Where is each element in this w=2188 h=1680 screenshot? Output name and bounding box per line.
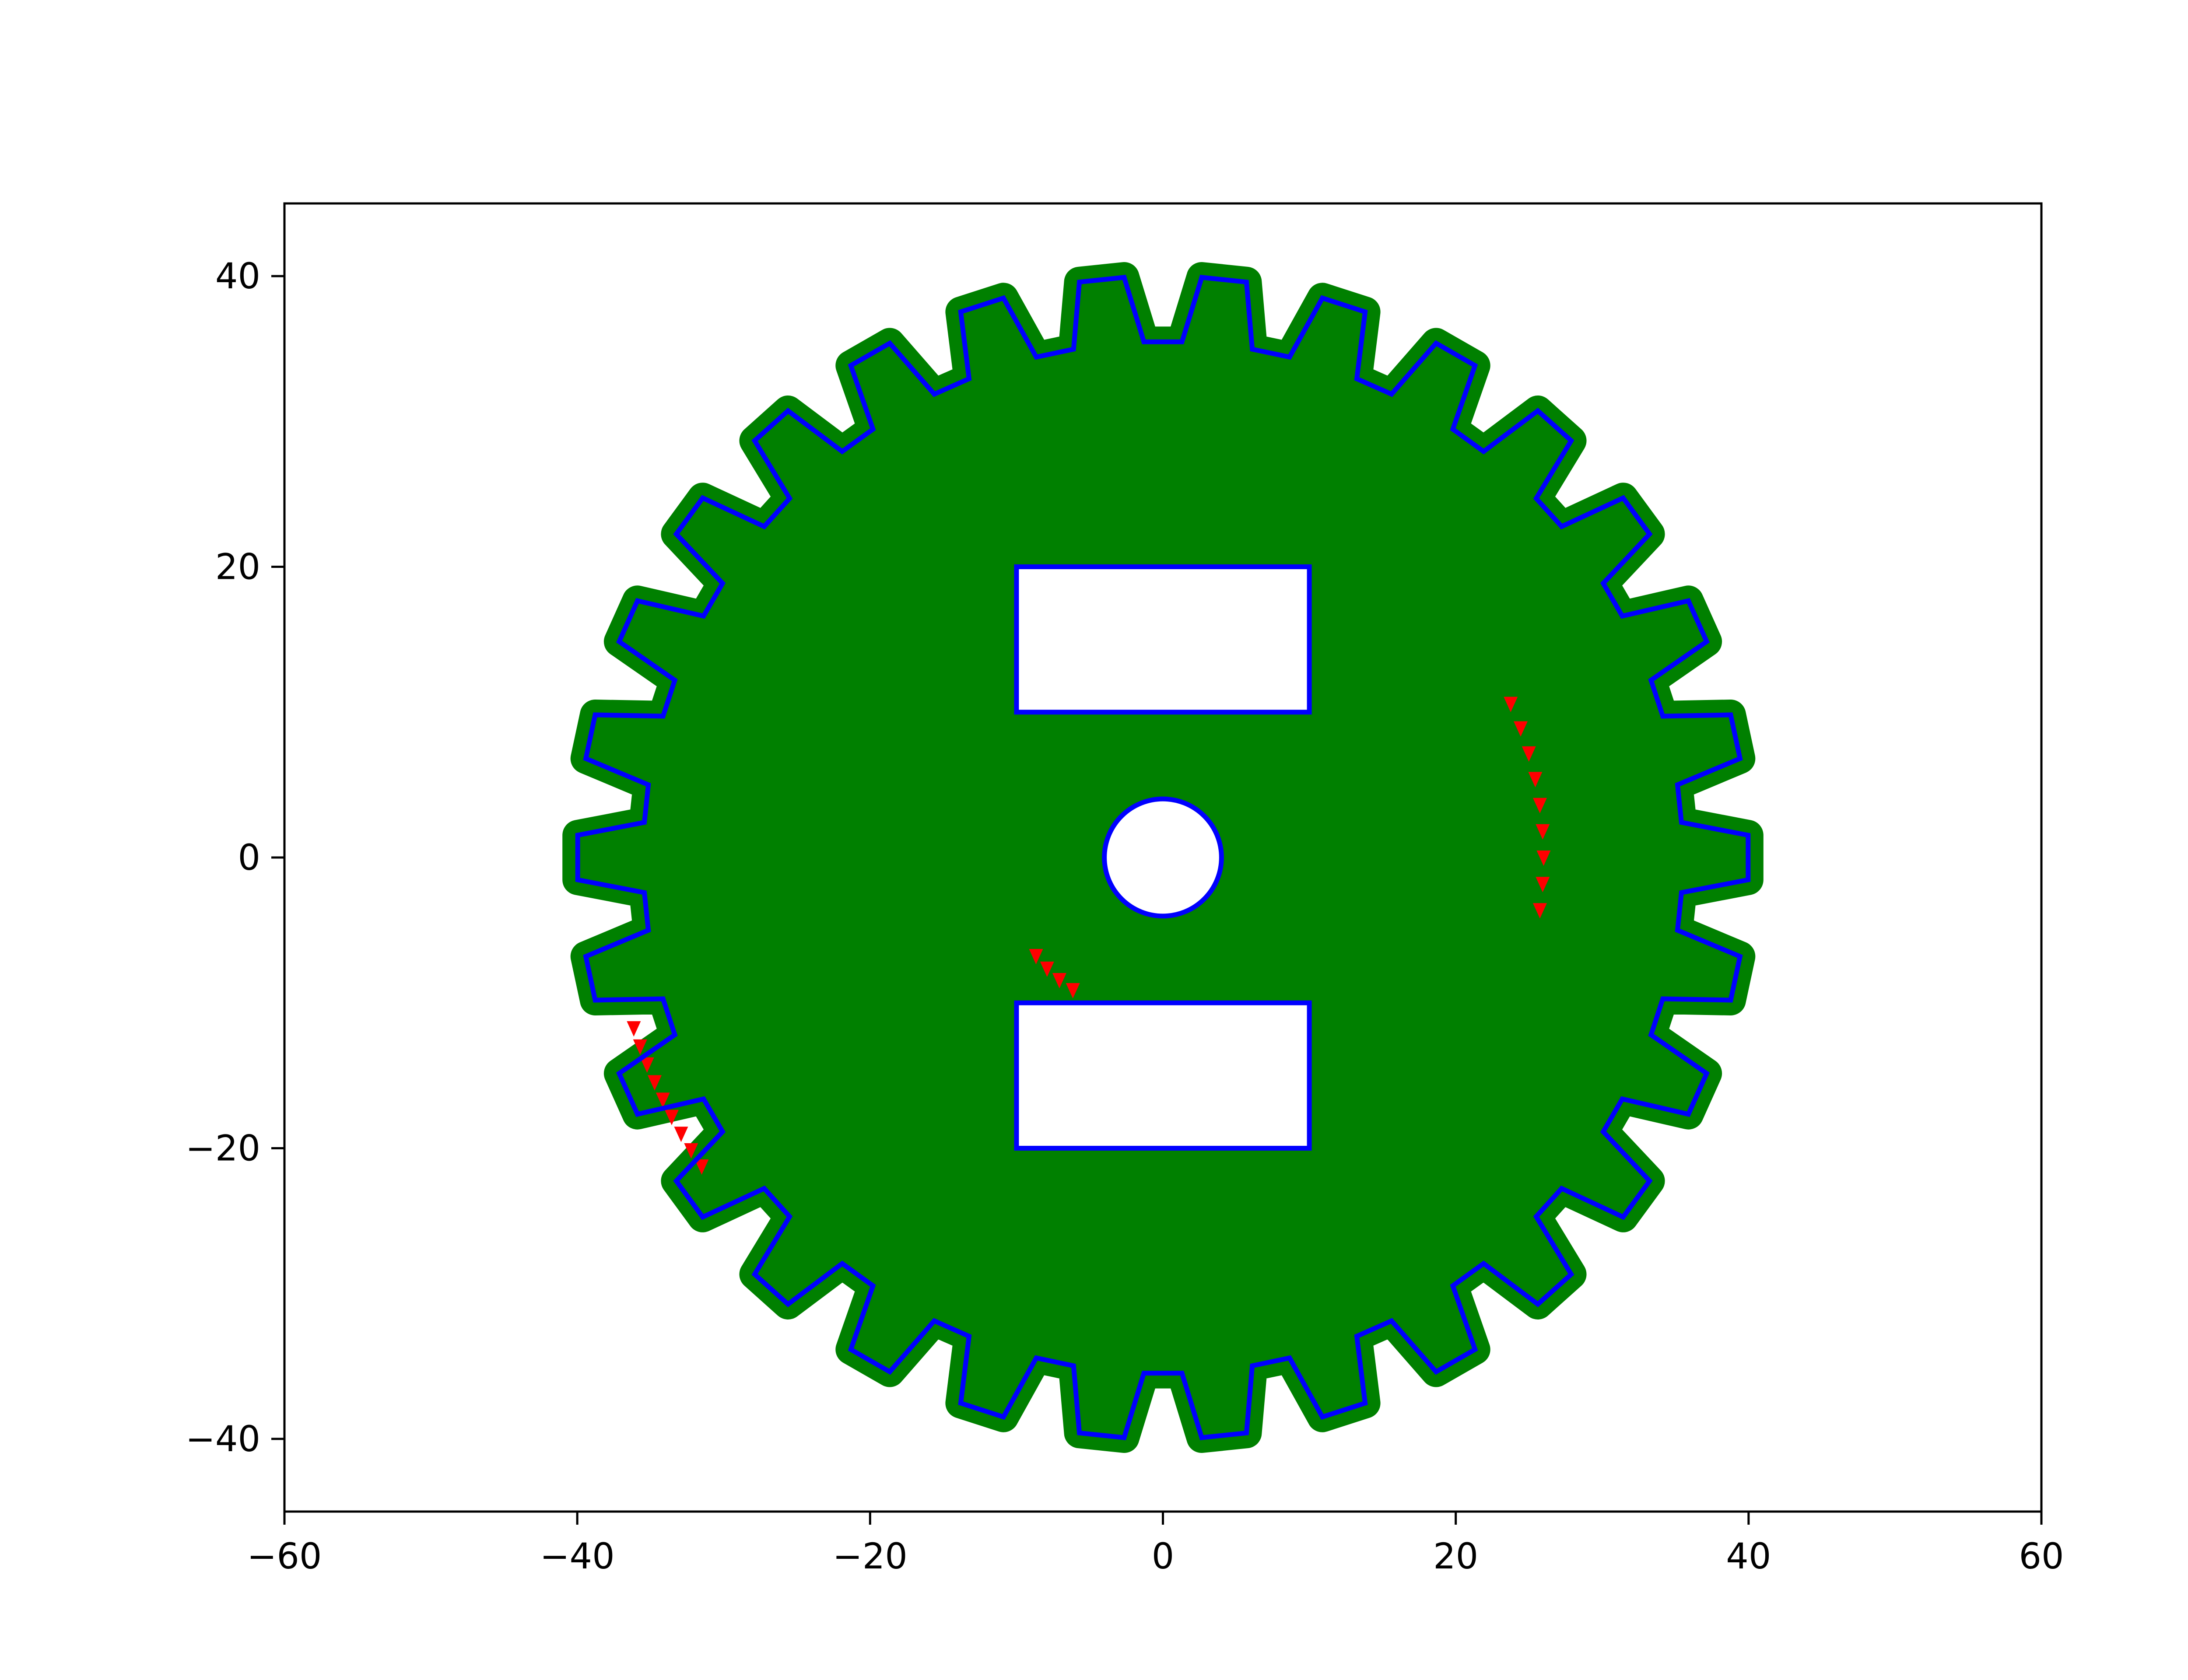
center-hole-fill <box>1104 799 1222 916</box>
red-marker <box>1536 824 1550 840</box>
red-marker <box>684 1143 698 1159</box>
x-axis: −60 −40 −20 0 20 40 60 <box>247 1512 2064 1577</box>
x-tick-label: 20 <box>1433 1536 1478 1577</box>
red-marker <box>1532 798 1547 813</box>
red-marker <box>1513 721 1528 737</box>
red-marker <box>1522 746 1536 762</box>
y-tick-label: −40 <box>186 1419 260 1460</box>
red-marker <box>1066 983 1080 999</box>
x-tick-label: 60 <box>2019 1536 2064 1577</box>
rect-cutout-outline <box>1014 1000 1312 1151</box>
y-axis: −40 −20 0 20 40 <box>186 256 284 1460</box>
x-tick-label: −20 <box>833 1536 908 1577</box>
red-marker <box>1052 973 1066 989</box>
x-tick-label: −60 <box>247 1536 322 1577</box>
red-marker <box>648 1075 662 1091</box>
red-marker <box>656 1092 670 1108</box>
red-marker <box>1536 877 1550 892</box>
plot-area <box>562 262 1764 1453</box>
gear-outline <box>575 275 1751 1440</box>
center-hole-outline <box>1102 796 1224 919</box>
red-marker <box>1532 903 1547 919</box>
y-tick-label: −20 <box>186 1128 260 1169</box>
rect-cutout-fill <box>1016 567 1310 712</box>
red-marker <box>627 1021 641 1037</box>
red-marker <box>1528 772 1543 788</box>
y-tick-label: 40 <box>215 256 260 297</box>
axes-frame <box>283 202 2043 1513</box>
y-tick-label: 20 <box>215 547 260 588</box>
rect-cutout-outline <box>1014 564 1312 715</box>
red-marker <box>1029 948 1043 965</box>
y-tick-label: 0 <box>238 837 260 878</box>
x-tick-label: −40 <box>540 1536 615 1577</box>
x-tick-label: 40 <box>1726 1536 1771 1577</box>
red-marker <box>674 1127 688 1142</box>
red-marker <box>1040 961 1054 977</box>
rect-cutout-fill <box>1016 1003 1310 1148</box>
red-marker <box>664 1110 679 1125</box>
red-marker <box>633 1039 647 1055</box>
red-marker <box>1536 850 1551 866</box>
red-marker <box>1504 696 1518 712</box>
x-tick-label: 0 <box>1152 1536 1175 1577</box>
red-marker <box>640 1057 654 1073</box>
red-marker <box>694 1159 709 1175</box>
